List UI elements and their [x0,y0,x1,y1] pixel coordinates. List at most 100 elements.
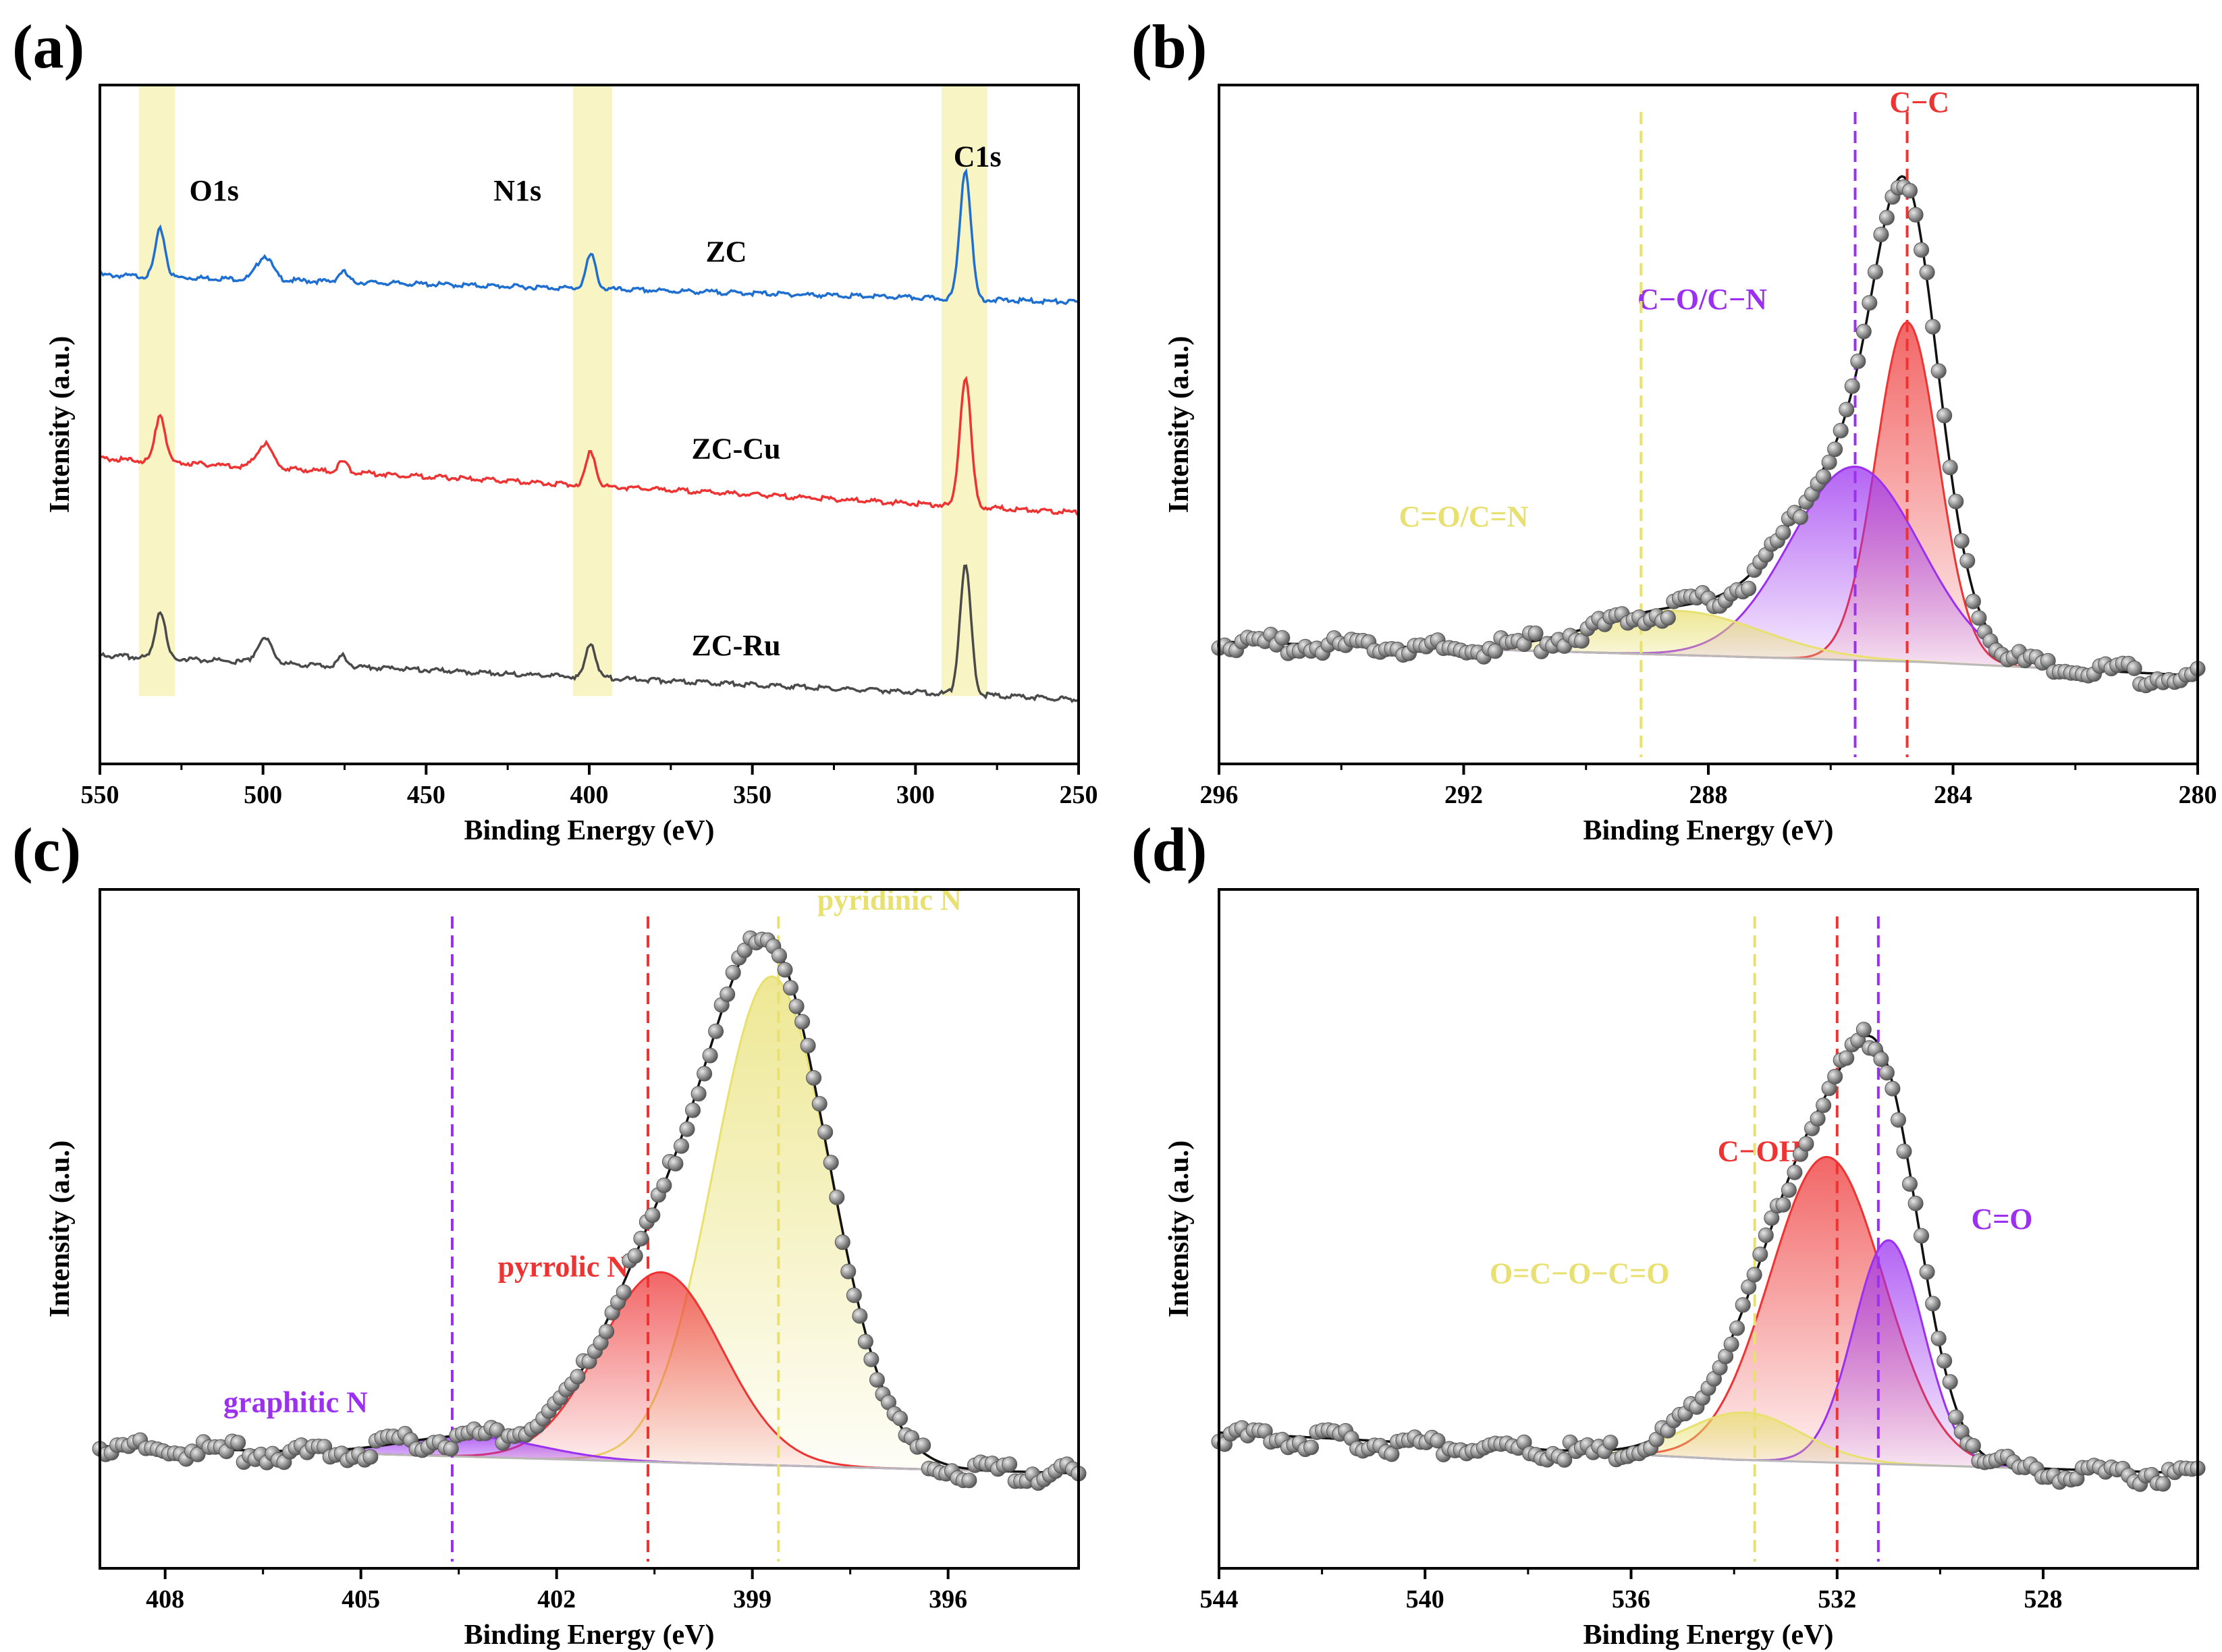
y-axis-title: Intensity (a.u.) [45,336,76,514]
data-point [570,1369,586,1385]
x-tick-label: 284 [1934,781,1972,809]
x-tick-label: 280 [2179,781,2217,809]
component-label: C=O [1971,1203,2032,1236]
x-tick-label: 536 [1612,1585,1650,1614]
data-point [1741,580,1757,597]
x-tick-label: 400 [570,781,609,809]
data-point [1914,242,1930,258]
data-point [1781,1182,1797,1198]
data-point [1919,1264,1935,1280]
x-axis-title: Binding Energy (eV) [464,1620,714,1651]
x-tick-label: 450 [407,781,445,809]
peak-label: N1s [493,174,541,207]
series-label: ZC [705,236,747,269]
data-point [633,1230,649,1246]
data-point [1775,524,1791,541]
data-point [1602,1435,1619,1450]
data-point [1959,553,1976,569]
data-point [2126,660,2142,676]
data-point [1850,353,1866,369]
data-point [852,1308,868,1324]
data-point [817,1124,834,1140]
data-point [443,1441,459,1457]
highlight-band [139,85,175,696]
data-point [1798,1136,1814,1152]
data-point [1827,441,1843,458]
series-line-zc [99,168,1079,306]
data-point [1948,493,1964,510]
data-point [1896,1143,1912,1159]
data-point [869,1372,885,1388]
x-tick-label: 296 [1200,781,1239,809]
component-label: C−O/C−N [1637,283,1767,316]
data-point [1723,1336,1739,1352]
data-point [362,1449,379,1465]
data-point [1902,183,1918,199]
data-point [1660,610,1676,626]
y-axis-title: Intensity (a.u.) [45,1140,76,1318]
fit-component-fill [1219,1412,2198,1474]
data-point [892,1410,909,1427]
data-point [846,1287,862,1303]
data-point [771,947,787,964]
fit-component-fill [1219,466,2198,676]
plot-frame [1218,888,2199,1570]
data-point [627,1248,643,1264]
data-point [800,1038,816,1053]
component-label: pyrrolic N [498,1250,629,1283]
y-axis-title: Intensity (a.u.) [1164,336,1195,514]
data-point [1942,460,1958,476]
x-axis-title: Binding Energy (eV) [1583,815,1833,846]
data-point [1925,319,1941,335]
data-point [777,962,793,978]
data-point [1930,363,1947,379]
data-point [1873,1051,1889,1067]
panel-label: (b) [1131,12,1207,81]
data-point [674,1138,689,1154]
data-point [1827,1068,1843,1084]
data-point [1965,593,1981,609]
data-point [668,1155,684,1172]
data-point [1746,1267,1762,1283]
x-tick-label: 544 [1200,1585,1239,1614]
data-point [702,1047,718,1064]
data-point [1873,227,1889,242]
data-point [1303,1439,1319,1456]
data-point [1735,1297,1751,1313]
data-point [1914,1228,1930,1244]
data-point [1902,1176,1918,1192]
data-point [806,1070,822,1086]
data-point [1844,378,1860,394]
data-point [645,1207,661,1223]
data-point [1816,1097,1832,1113]
component-label: C−C [1889,86,1949,119]
data-point [1752,1246,1768,1263]
x-tick-label: 405 [342,1585,380,1614]
peak-label: O1s [189,174,238,207]
data-point [1527,626,1544,641]
panel-label: (c) [12,815,81,884]
highlight-band [572,85,612,696]
series-line-zc-cu [99,375,1079,516]
highlight-band [942,85,987,696]
data-point [1925,1296,1941,1312]
x-axis-title: Binding Energy (eV) [1583,1620,1833,1651]
data-point [1839,402,1855,418]
data-point [1942,1374,1958,1390]
data-point [1936,1353,1953,1369]
fit-component-fill [1219,611,2198,676]
component-label: O=C−O−C=O [1490,1257,1670,1290]
data-point [1930,1331,1947,1346]
panel-a: (a) ZC ZC-Cu ZC-Ru O1s N1s C1s 550 500 450 400 350 3… [12,12,1098,846]
data-point [1729,1320,1745,1336]
data-point [1839,1050,1855,1066]
data-point [1816,468,1832,485]
data-point [1948,1409,1964,1425]
series-line-zc-ru [99,564,1079,703]
data-point [1487,643,1503,659]
x-tick-label: 250 [1060,781,1098,809]
x-tick-label: 402 [537,1585,576,1614]
data-point [725,964,741,981]
data-point [1867,264,1883,280]
